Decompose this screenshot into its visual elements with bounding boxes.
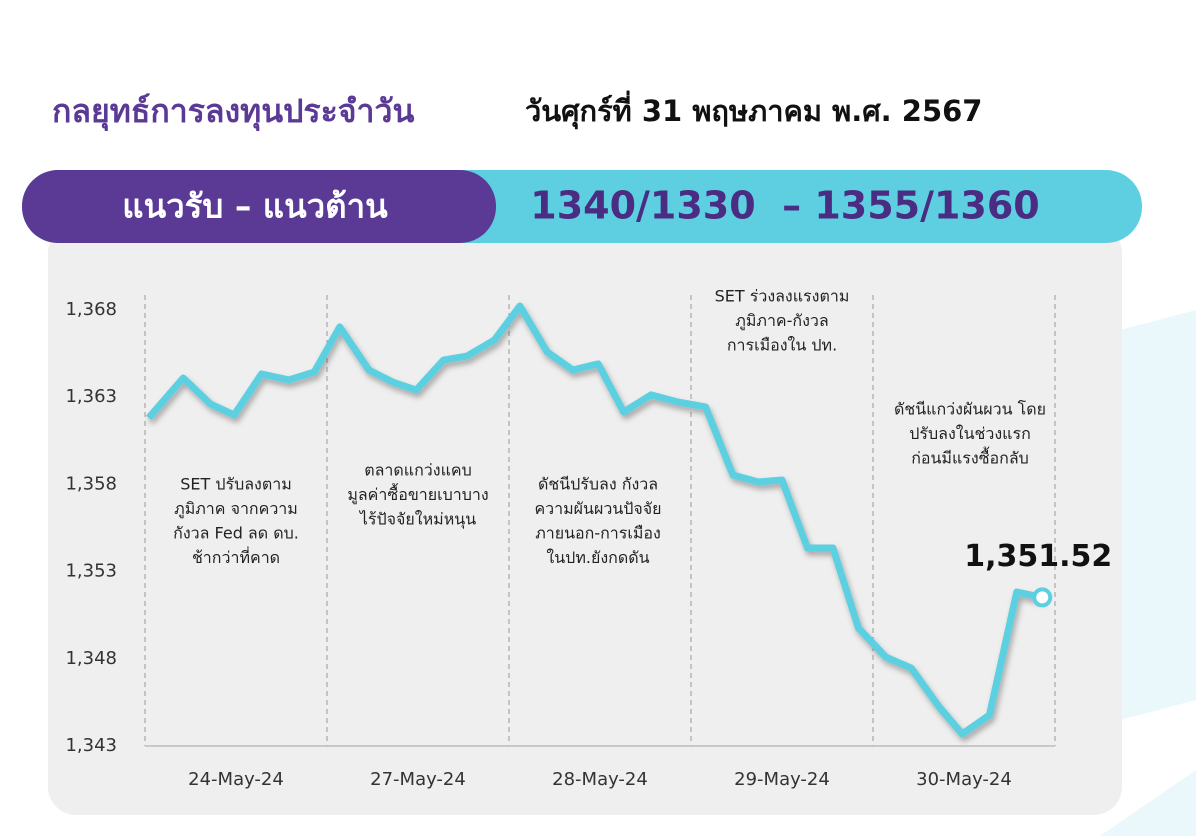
banner-label-bg — [22, 170, 496, 243]
annotation: มูลค่าซื้อขายเบาบาง — [347, 483, 488, 505]
annotation: ความผันผวนปัจจัย — [534, 499, 661, 518]
x-tick-label: 24-May-24 — [188, 769, 284, 790]
x-tick-label: 29-May-24 — [734, 769, 830, 790]
annotation: ก่อนมีแรงซื้อกลับ — [911, 447, 1029, 468]
y-tick-label: 1,363 — [65, 386, 117, 407]
decor — [1120, 310, 1196, 720]
annotation: SET ร่วงลงแรงตาม — [715, 287, 850, 306]
x-tick-label: 30-May-24 — [916, 769, 1012, 790]
annotation: การเมืองใน ปท. — [727, 336, 837, 355]
date: วันศุกร์ที่ 31 พฤษภาคม พ.ศ. 2567 — [525, 90, 983, 129]
annotation: SET ปรับลงตาม — [180, 475, 292, 494]
y-tick-label: 1,358 — [65, 473, 117, 494]
banner-levels: 1340/1330 – 1355/1360 — [530, 184, 1040, 228]
x-tick-label: 28-May-24 — [552, 769, 648, 790]
y-tick-label: 1,348 — [65, 648, 117, 669]
annotation: ไร้ปัจจัยใหม่หนุน — [358, 510, 476, 530]
y-tick-label: 1,353 — [65, 561, 117, 582]
decor — [1100, 770, 1196, 836]
annotation: ภูมิภาค จากความ — [174, 499, 298, 519]
y-tick-label: 1,343 — [65, 735, 117, 756]
chart-card — [48, 225, 1122, 815]
annotation: กังวล Fed ลด ดบ. — [173, 524, 299, 543]
annotation: ภายนอก-การเมือง — [535, 524, 661, 543]
annotation: ในปท.ยังกดดัน — [546, 548, 649, 567]
banner-label: แนวรับ – แนวต้าน — [122, 187, 388, 226]
value-label: 1,351.52 — [964, 539, 1112, 574]
annotation: ภูมิภาค-กังวล — [735, 311, 828, 331]
annotation: ตลาดแกว่งแคบ — [364, 461, 472, 480]
end-marker — [1032, 587, 1053, 608]
annotation: ช้ากว่าที่คาด — [192, 546, 280, 567]
line — [145, 302, 1043, 738]
y-tick-label: 1,368 — [65, 299, 117, 320]
x-tick-label: 27-May-24 — [370, 769, 466, 790]
annotation: ปรับลงในช่วงแรก — [909, 424, 1031, 443]
title: กลยุทธ์การลงทุนประจำวัน — [52, 92, 414, 132]
annotation: ดัชนีปรับลง กังวล — [538, 475, 658, 494]
annotation: ดัชนีแกว่งผันผวน โดย — [894, 400, 1046, 419]
